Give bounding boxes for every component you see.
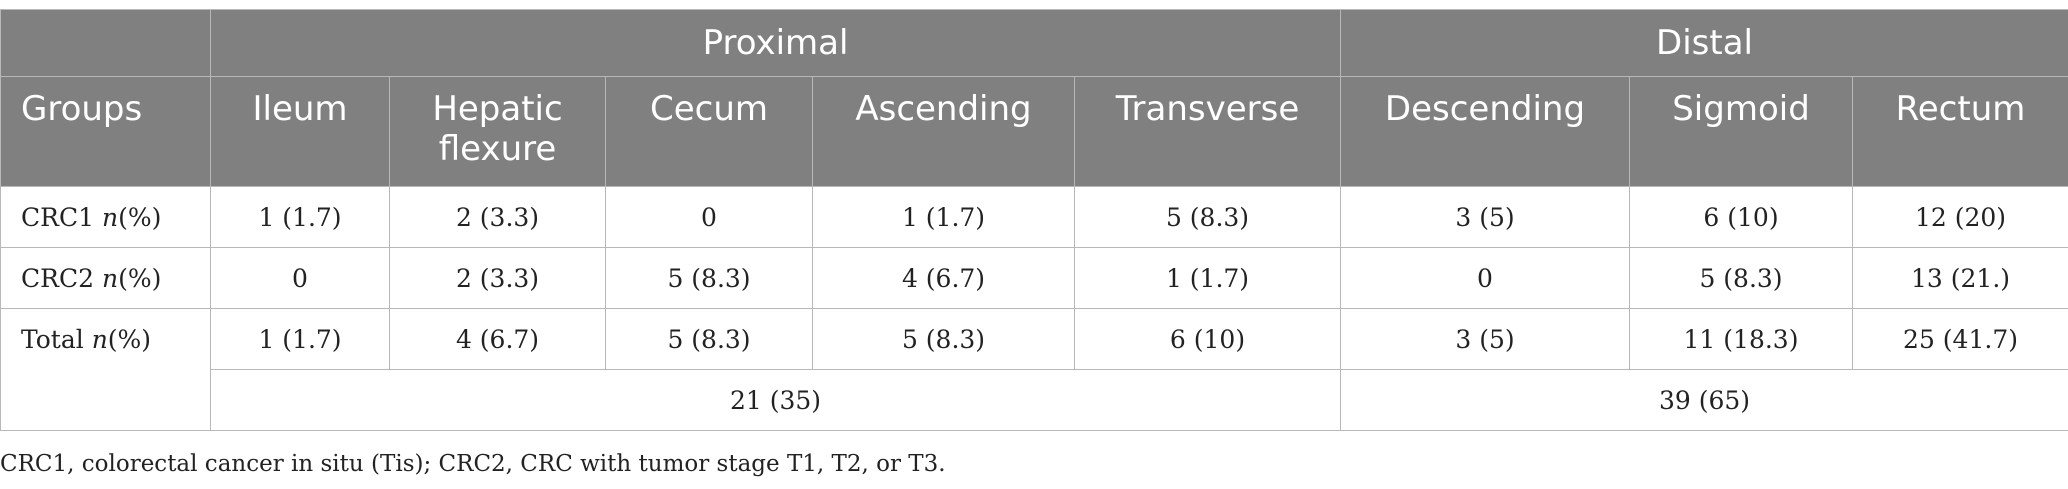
column-header-sigmoid: Sigmoid [1629,76,1853,187]
table-cell: 5 (8.3) [605,308,813,370]
table-cell: 3 (5) [1340,308,1630,370]
table-cell: 4 (6.7) [812,247,1075,309]
row-label-text: Total [21,325,84,354]
table-cell: 5 (8.3) [605,247,813,309]
group-header-distal: Distal [1339,9,2068,77]
column-header-ascending: Ascending [812,76,1075,187]
subtotal-distal: 39 (65) [1339,369,2068,431]
group-header-proximal: Proximal [210,9,1341,77]
row-unit-n: n [101,202,119,232]
row-unit-percent: (%) [107,325,152,354]
table-row-crc2: CRC2 n(%) 0 2 (3.3) 5 (8.3) 4 (6.7) 1 (1… [0,247,2068,309]
column-header-descending: Descending [1340,76,1630,187]
table-cell: 25 (41.7) [1851,308,2068,370]
column-header-transverse: Transverse [1074,76,1341,187]
column-header-groups: Groups [0,76,211,187]
colorectal-location-table: Proximal Distal Groups Ileum Hepatic fle… [0,9,2068,431]
table-cell: 5 (8.3) [1074,186,1341,248]
row-label-crc1: CRC1 n(%) [0,186,211,248]
row-unit-percent: (%) [118,263,162,293]
row-unit-n: n [91,325,108,354]
table-cell: 2 (3.3) [389,247,606,309]
table-cell: 6 (10) [1074,308,1341,370]
row-label-total: Total n(%) [0,308,211,431]
column-header-ileum: Ileum [210,76,390,187]
row-unit-n: n [101,263,119,293]
table-cell: 11 (18.3) [1629,308,1853,370]
row-label-crc2: CRC2 n(%) [0,247,211,309]
table-footnote: CRC1, colorectal cancer in situ (Tis); C… [0,451,946,477]
table-cell: 6 (10) [1629,186,1853,248]
table-cell: 0 [1340,247,1630,309]
table-cell: 5 (8.3) [1629,247,1853,309]
table-row-subtotals: 21 (35) 39 (65) [1,369,2068,431]
table-cell: 2 (3.3) [389,186,606,248]
column-header-rectum: Rectum [1851,76,2068,187]
table-cell: 0 [210,247,390,309]
row-unit-percent: (%) [118,202,162,232]
table-row-crc1: CRC1 n(%) 1 (1.7) 2 (3.3) 0 1 (1.7) 5 (8… [0,186,2068,248]
table-cell: 1 (1.7) [812,186,1075,248]
table-cell: 1 (1.7) [210,308,390,370]
table-cell: 5 (8.3) [812,308,1075,370]
row-label-text: CRC1 [21,202,94,232]
group-header-row: Proximal Distal [0,9,2068,77]
table-cell: 0 [605,186,813,248]
column-header-hepatic-flexure: Hepatic flexure [389,76,606,187]
data-table-container: Proximal Distal Groups Ileum Hepatic fle… [0,9,2068,431]
table-cell: 12 (20) [1851,186,2068,248]
column-header-cecum: Cecum [605,76,813,187]
subtotal-proximal: 21 (35) [210,369,1341,431]
column-header-row: Groups Ileum Hepatic flexure Cecum Ascen… [0,76,2068,187]
table-cell: 3 (5) [1340,186,1630,248]
table-cell: 4 (6.7) [389,308,606,370]
group-header-empty [0,9,211,77]
table-cell: 1 (1.7) [210,186,390,248]
table-row-total: Total n(%) 1 (1.7) 4 (6.7) 5 (8.3) 5 (8.… [0,308,2068,431]
row-label-text: CRC2 [21,263,94,293]
table-cell: 1 (1.7) [1074,247,1341,309]
table-cell: 13 (21.) [1851,247,2068,309]
